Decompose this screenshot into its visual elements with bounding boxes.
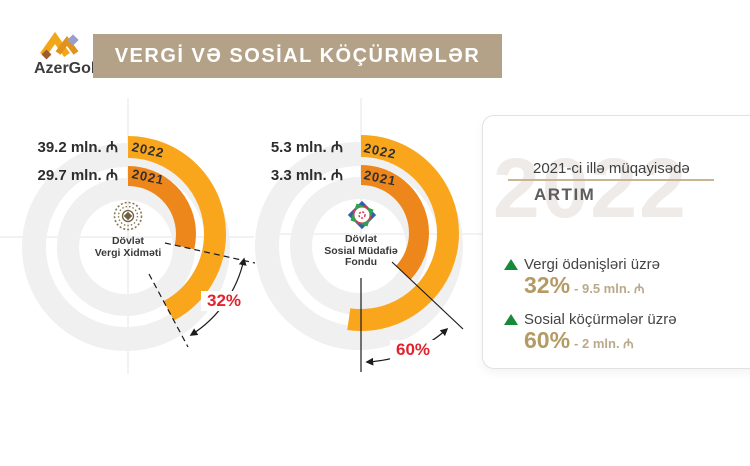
growth-item-value: 32% - 9.5 mln. ₼	[524, 272, 645, 299]
value-2022-tax: 39.2 mln. ₼	[37, 139, 118, 156]
gold-divider	[508, 179, 714, 181]
growth-item-value: 60% - 2 mln. ₼	[524, 327, 634, 354]
up-arrow-icon	[504, 314, 518, 325]
growth-delta: - 9.5 mln. ₼	[574, 281, 645, 296]
org-name-social-fund: Dövlət Sosial Müdafiə Fondu	[324, 233, 398, 268]
growth-pct-social: 60%	[390, 340, 436, 360]
watermark-year: 2022	[493, 141, 688, 235]
tax-service-emblem-icon	[113, 201, 143, 231]
donut-social-fund	[255, 135, 464, 372]
arc-2022	[30, 136, 226, 332]
growth-pct-tax: 32%	[201, 291, 247, 311]
growth-delta: - 2 mln. ₼	[574, 336, 634, 351]
org-name-tax-service: Dövlət Vergi Xidməti	[94, 235, 162, 259]
title-banner: VERGİ VƏ SOSİAL KÖÇÜRMƏLƏR	[93, 34, 502, 78]
growth-summary-card: 2022 2021-ci illə müqayisədə ARTIM Vergi…	[482, 115, 750, 369]
social-fund-emblem-icon	[347, 200, 377, 230]
growth-percent: 60%	[524, 327, 571, 353]
arc-2021	[293, 165, 429, 301]
donut-tax-service	[22, 136, 256, 351]
card-heading: ARTIM	[534, 185, 596, 204]
up-arrow-icon	[504, 259, 518, 270]
azergold-logo-icon	[40, 31, 79, 60]
arc-2021	[60, 166, 196, 302]
compare-caption: 2021-ci illə müqayisədə	[533, 160, 690, 177]
value-2021-tax: 29.7 mln. ₼	[37, 167, 118, 184]
growth-item-label: Sosial köçürmələr üzrə	[524, 311, 677, 328]
logo-wordmark: AzerGold	[34, 60, 106, 77]
page-title: VERGİ VƏ SOSİAL KÖÇÜRMƏLƏR	[114, 44, 481, 67]
growth-percent: 32%	[524, 272, 571, 298]
growth-item-label: Vergi ödənişləri üzrə	[524, 256, 660, 273]
value-2021-social: 3.3 mln. ₼	[270, 167, 343, 184]
value-2022-social: 5.3 mln. ₼	[270, 139, 343, 156]
